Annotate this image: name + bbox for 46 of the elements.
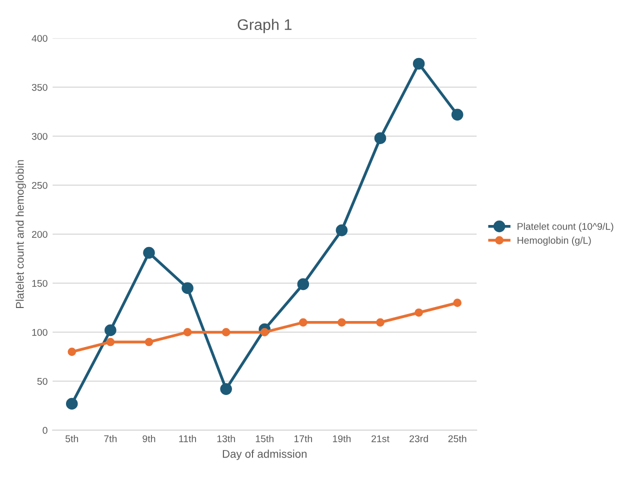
point [144, 338, 154, 346]
y-tick-label: 400 [32, 34, 48, 42]
point [412, 58, 425, 70]
x-tick-label: 7th [104, 435, 117, 442]
y-tick-label: 100 [32, 328, 48, 336]
x-tick-label: 15th [256, 435, 274, 442]
point [414, 308, 423, 317]
legend-label: Platelet count (10^9/L) [518, 222, 614, 232]
x-tick-label: 13th [217, 435, 235, 442]
x-tick-label: 11th [179, 435, 196, 442]
point [68, 348, 76, 356]
point [338, 318, 346, 327]
point [66, 398, 78, 410]
point [260, 328, 269, 336]
x-tick-label: 5th [66, 435, 78, 442]
x-tick-label: 21st [372, 435, 390, 442]
x-tick-label: 19th [332, 435, 351, 442]
y-tick-label: 0 [42, 426, 48, 434]
point [183, 328, 192, 336]
legend-label: Hemoglobin (g/L) [518, 236, 591, 246]
point [182, 282, 194, 294]
point [299, 318, 308, 327]
point [297, 278, 310, 290]
point [374, 132, 386, 144]
y-tick-label: 200 [32, 230, 48, 238]
x-tick-label: 23rd [410, 435, 428, 442]
point [451, 108, 464, 121]
y-tick-label: 250 [32, 182, 48, 189]
y-tick-label: 350 [32, 84, 48, 91]
point [453, 298, 462, 307]
point [336, 224, 348, 236]
y-tick-label: 150 [32, 280, 48, 287]
x-axis-title: Day of admission [222, 450, 307, 460]
x-tick-label: 17th [294, 435, 312, 442]
x-tick-label: 9th [142, 435, 156, 442]
point [222, 328, 230, 336]
point [376, 318, 384, 327]
point [143, 246, 155, 259]
y-tick-label: 300 [32, 132, 48, 140]
point [106, 338, 115, 346]
point [220, 383, 232, 395]
point [104, 324, 116, 336]
y-tick-label: 50 [37, 378, 48, 385]
chart-title: Graph 1 [238, 18, 292, 34]
x-tick-label: 25th [448, 435, 466, 442]
y-axis-title: Platelet count and hemoglobin [16, 160, 26, 308]
